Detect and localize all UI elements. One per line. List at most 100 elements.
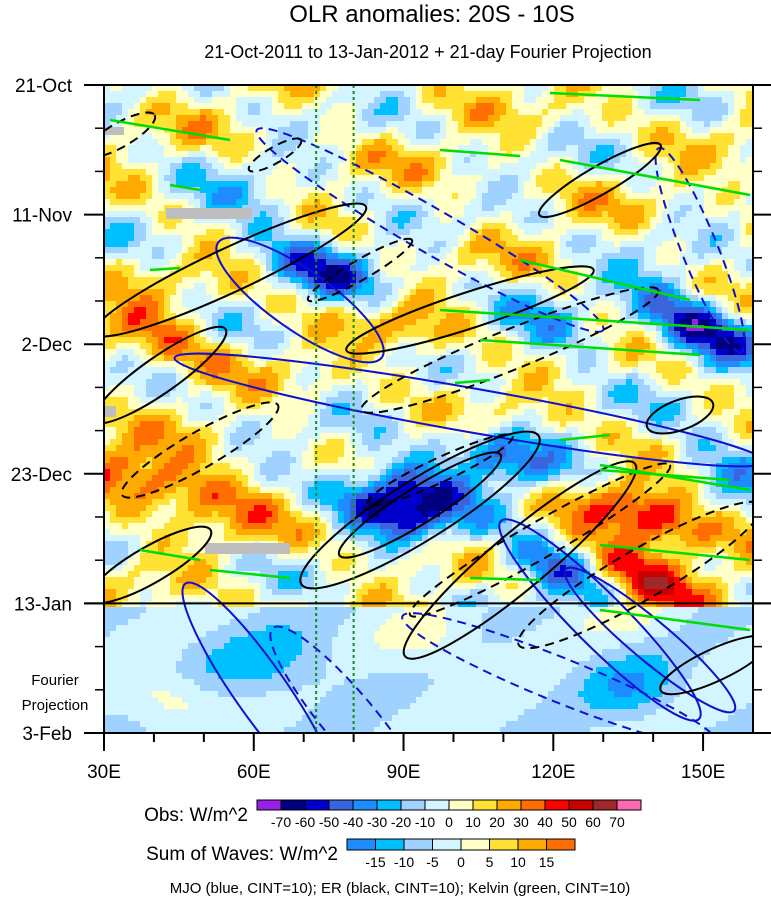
heat-cell [536, 157, 542, 163]
heat-cell [728, 187, 734, 193]
heat-cell [662, 295, 668, 301]
heat-cell [632, 325, 638, 331]
heat-cell [518, 229, 524, 235]
heat-cell [722, 169, 728, 175]
heat-cell [266, 313, 272, 319]
heat-cell [734, 85, 740, 91]
heat-cell [488, 343, 494, 349]
heat-cell [230, 169, 236, 175]
heat-cell [428, 241, 434, 247]
heat-cell [434, 121, 440, 127]
heat-cell [362, 223, 368, 229]
heat-cell [116, 235, 122, 241]
heat-cell [188, 313, 194, 319]
heat-cell [212, 241, 218, 247]
heat-cell [374, 169, 380, 175]
heat-cell [746, 343, 752, 349]
heat-cell [224, 283, 230, 289]
heat-cell [650, 301, 656, 307]
heat-cell [440, 295, 446, 301]
heat-cell [134, 175, 140, 181]
heat-cell [308, 265, 314, 271]
heat-cell [650, 187, 656, 193]
heat-cell [452, 235, 458, 241]
heat-cell [278, 181, 284, 187]
heat-cell [746, 181, 752, 187]
heat-cell [506, 265, 512, 271]
heat-cell [134, 115, 140, 121]
heat-cell [272, 169, 278, 175]
heat-cell [194, 343, 200, 349]
heat-cell [254, 259, 260, 265]
heat-cell [452, 193, 458, 199]
heat-cell [524, 121, 530, 127]
heat-cell [554, 121, 560, 127]
heat-cell [644, 163, 650, 169]
heat-cell [488, 223, 494, 229]
heat-cell [236, 151, 242, 157]
heat-cell [404, 259, 410, 265]
heat-cell [146, 181, 152, 187]
heat-cell [680, 115, 686, 121]
heat-cell [710, 289, 716, 295]
heat-cell [218, 265, 224, 271]
heat-cell [692, 271, 698, 277]
heat-cell [566, 277, 572, 283]
heat-cell [128, 127, 134, 133]
heat-cell [200, 295, 206, 301]
heat-cell [680, 91, 686, 97]
heat-cell [740, 193, 746, 199]
heat-cell [206, 295, 212, 301]
heat-cell [662, 193, 668, 199]
heat-cell [416, 187, 422, 193]
heat-cell [572, 223, 578, 229]
heat-cell [590, 175, 596, 181]
heat-cell [272, 97, 278, 103]
heat-cell [524, 157, 530, 163]
heat-cell [440, 121, 446, 127]
heat-cell [566, 241, 572, 247]
heat-cell [476, 307, 482, 313]
heat-cell [716, 229, 722, 235]
heat-cell [230, 253, 236, 259]
heat-cell [104, 157, 110, 163]
heat-cell [362, 325, 368, 331]
heat-cell [116, 277, 122, 283]
heat-cell [572, 199, 578, 205]
heat-cell [728, 205, 734, 211]
heat-cell [134, 265, 140, 271]
heat-cell [254, 151, 260, 157]
heat-cell [656, 235, 662, 241]
heat-cell [194, 193, 200, 199]
heat-cell [554, 289, 560, 295]
heat-cell [554, 259, 560, 265]
heat-cell [206, 235, 212, 241]
heat-cell [464, 313, 470, 319]
heat-cell [464, 91, 470, 97]
heat-cell [686, 187, 692, 193]
heat-cell [242, 157, 248, 163]
heat-cell [224, 349, 230, 355]
heat-cell [182, 277, 188, 283]
heat-cell [482, 205, 488, 211]
heat-cell [566, 337, 572, 343]
heat-cell [200, 349, 206, 355]
heat-cell [386, 217, 392, 223]
heat-cell [146, 235, 152, 241]
heat-cell [386, 265, 392, 271]
heat-cell [488, 349, 494, 355]
heat-cell [224, 343, 230, 349]
heat-cell [632, 169, 638, 175]
heat-cell [302, 145, 308, 151]
heat-cell [584, 175, 590, 181]
heat-cell [146, 199, 152, 205]
heat-cell [428, 265, 434, 271]
heat-cell [344, 145, 350, 151]
heat-cell [638, 169, 644, 175]
heat-cell [746, 211, 752, 217]
heat-cell [506, 145, 512, 151]
heat-cell [140, 109, 146, 115]
heat-cell [332, 241, 338, 247]
heat-cell [632, 187, 638, 193]
heat-cell [704, 247, 710, 253]
